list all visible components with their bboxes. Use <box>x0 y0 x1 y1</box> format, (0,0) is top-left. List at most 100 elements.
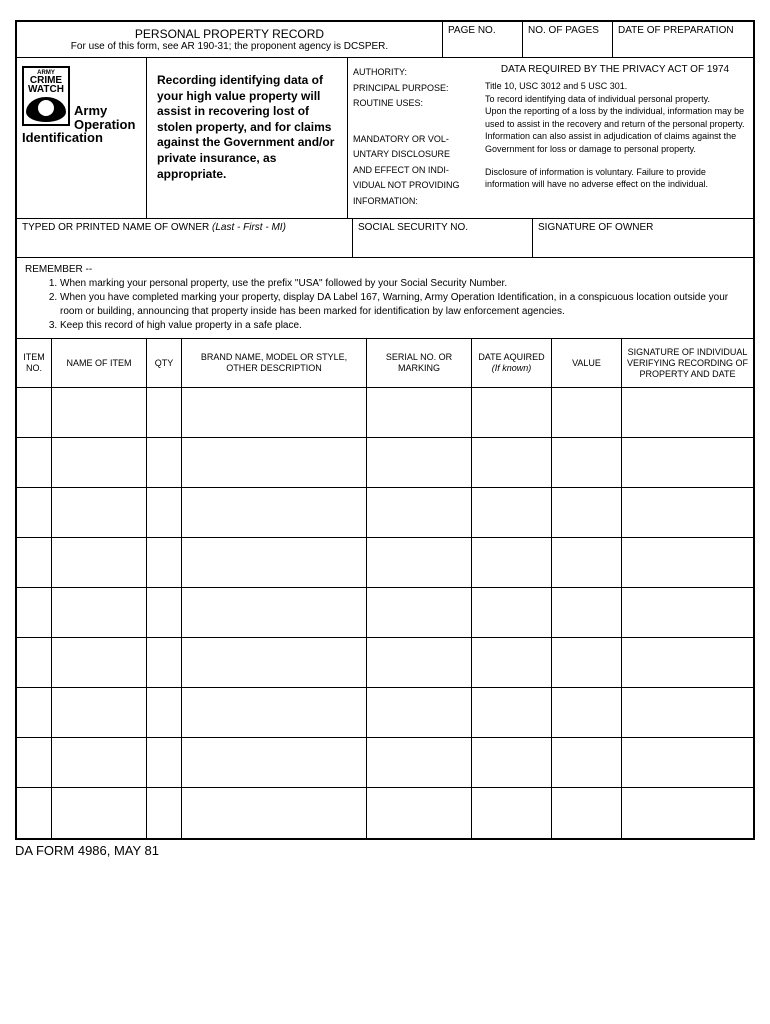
table-cell[interactable] <box>472 438 552 487</box>
table-cell[interactable] <box>622 788 753 838</box>
privacy-content: DATA REQUIRED BY THE PRIVACY ACT OF 1974… <box>477 58 753 218</box>
table-cell[interactable] <box>472 688 552 737</box>
table-cell[interactable] <box>622 488 753 537</box>
table-cell[interactable] <box>52 538 147 587</box>
no-of-pages-cell[interactable]: NO. OF PAGES <box>523 22 613 58</box>
privacy-heading: DATA REQUIRED BY THE PRIVACY ACT OF 1974 <box>485 63 745 77</box>
table-cell[interactable] <box>147 688 182 737</box>
privacy-routine: Upon the reporting of a loss by the indi… <box>485 105 745 155</box>
table-cell[interactable] <box>147 388 182 437</box>
table-header: ITEM NO. NAME OF ITEM QTY BRAND NAME, MO… <box>17 339 753 388</box>
table-cell[interactable] <box>182 388 367 437</box>
table-cell[interactable] <box>472 638 552 687</box>
table-cell[interactable] <box>17 388 52 437</box>
table-cell[interactable] <box>622 538 753 587</box>
page-no-cell[interactable]: PAGE NO. <box>443 22 523 58</box>
table-cell[interactable] <box>17 538 52 587</box>
table-row <box>17 688 753 738</box>
table-cell[interactable] <box>182 488 367 537</box>
date-prep-cell[interactable]: DATE OF PREPARATION <box>613 22 753 58</box>
table-cell[interactable] <box>622 588 753 637</box>
table-cell[interactable] <box>367 638 472 687</box>
table-cell[interactable] <box>182 688 367 737</box>
owner-ssn-cell[interactable]: SOCIAL SECURITY NO. <box>353 219 533 257</box>
th-brand: BRAND NAME, MODEL OR STYLE, OTHER DESCRI… <box>182 339 367 387</box>
table-cell[interactable] <box>147 588 182 637</box>
table-cell[interactable] <box>472 488 552 537</box>
table-cell[interactable] <box>552 638 622 687</box>
table-cell[interactable] <box>52 688 147 737</box>
table-cell[interactable] <box>472 588 552 637</box>
table-cell[interactable] <box>367 688 472 737</box>
table-cell[interactable] <box>147 438 182 487</box>
table-cell[interactable] <box>552 738 622 787</box>
owner-name-cell[interactable]: TYPED OR PRINTED NAME OF OWNER (Last - F… <box>17 219 353 257</box>
table-cell[interactable] <box>182 538 367 587</box>
table-cell[interactable] <box>552 488 622 537</box>
table-cell[interactable] <box>147 638 182 687</box>
table-cell[interactable] <box>552 588 622 637</box>
th-sig: SIGNATURE OF INDIVIDUAL VERIFYING RECORD… <box>622 339 753 387</box>
table-cell[interactable] <box>52 438 147 487</box>
table-cell[interactable] <box>472 788 552 838</box>
table-cell[interactable] <box>367 538 472 587</box>
table-cell[interactable] <box>622 688 753 737</box>
eye-icon <box>26 97 66 122</box>
table-cell[interactable] <box>17 688 52 737</box>
table-cell[interactable] <box>552 788 622 838</box>
table-cell[interactable] <box>552 688 622 737</box>
table-row <box>17 438 753 488</box>
logo-box: ARMY CRIME WATCH Army Operation Identifi… <box>17 58 147 218</box>
table-cell[interactable] <box>17 738 52 787</box>
th-value: VALUE <box>552 339 622 387</box>
table-cell[interactable] <box>182 588 367 637</box>
privacy-labels: AUTHORITY: PRINCIPAL PURPOSE: ROUTINE US… <box>347 58 477 218</box>
table-cell[interactable] <box>552 538 622 587</box>
form-title: PERSONAL PROPERTY RECORD <box>22 27 437 41</box>
table-cell[interactable] <box>622 638 753 687</box>
table-cell[interactable] <box>367 738 472 787</box>
table-cell[interactable] <box>182 638 367 687</box>
table-cell[interactable] <box>17 588 52 637</box>
remember-item-1: When marking your personal property, use… <box>60 277 745 291</box>
header-title-cell: PERSONAL PROPERTY RECORD For use of this… <box>17 22 443 58</box>
table-cell[interactable] <box>17 438 52 487</box>
th-name: NAME OF ITEM <box>52 339 147 387</box>
table-cell[interactable] <box>17 788 52 838</box>
remember-item-3: Keep this record of high value property … <box>60 319 745 333</box>
owner-sig-cell[interactable]: SIGNATURE OF OWNER <box>533 219 753 257</box>
table-cell[interactable] <box>17 638 52 687</box>
table-cell[interactable] <box>52 738 147 787</box>
table-cell[interactable] <box>182 438 367 487</box>
form-subtitle: For use of this form, see AR 190-31; the… <box>22 41 437 52</box>
table-cell[interactable] <box>367 488 472 537</box>
table-row <box>17 538 753 588</box>
table-cell[interactable] <box>52 788 147 838</box>
table-cell[interactable] <box>147 538 182 587</box>
table-cell[interactable] <box>472 538 552 587</box>
table-cell[interactable] <box>147 738 182 787</box>
table-cell[interactable] <box>367 388 472 437</box>
remember-box: REMEMBER -- When marking your personal p… <box>17 258 753 339</box>
table-cell[interactable] <box>52 638 147 687</box>
privacy-authority: Title 10, USC 3012 and 5 USC 301. <box>485 80 745 93</box>
table-cell[interactable] <box>552 438 622 487</box>
header-row: PERSONAL PROPERTY RECORD For use of this… <box>17 22 753 58</box>
table-cell[interactable] <box>182 788 367 838</box>
table-cell[interactable] <box>52 388 147 437</box>
table-cell[interactable] <box>622 738 753 787</box>
table-cell[interactable] <box>367 438 472 487</box>
table-cell[interactable] <box>17 488 52 537</box>
table-cell[interactable] <box>622 388 753 437</box>
table-cell[interactable] <box>367 788 472 838</box>
table-cell[interactable] <box>472 388 552 437</box>
table-cell[interactable] <box>147 788 182 838</box>
table-cell[interactable] <box>52 588 147 637</box>
table-cell[interactable] <box>52 488 147 537</box>
table-cell[interactable] <box>367 588 472 637</box>
table-cell[interactable] <box>472 738 552 787</box>
table-cell[interactable] <box>622 438 753 487</box>
table-cell[interactable] <box>552 388 622 437</box>
table-cell[interactable] <box>182 738 367 787</box>
table-cell[interactable] <box>147 488 182 537</box>
